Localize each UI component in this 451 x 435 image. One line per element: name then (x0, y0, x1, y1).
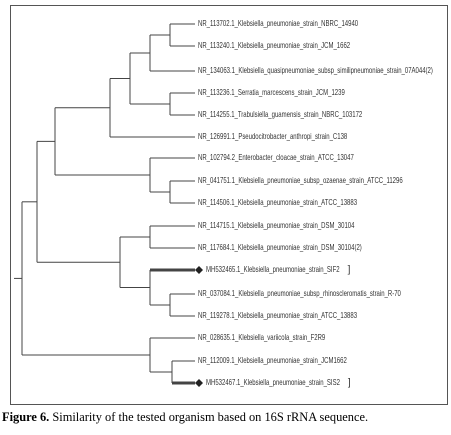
caption-label: Figure 6. (2, 410, 50, 424)
leaf-label: NR_113240.1_Klebsiella_pneumoniae_strain… (198, 42, 350, 50)
leaf-label: NR_113236.1_Serratia_marcescens_strain_J… (198, 89, 345, 97)
leaf-label: NR_102794.2_Enterobacter_cloacae_strain_… (198, 154, 354, 162)
leaf-label: NR_114715.1_Klebsiella_pneumoniae_strain… (198, 222, 355, 230)
diamond-marker (195, 266, 203, 274)
leaf-label: NR_119278.1_Klebsiella_pneumoniae_strain… (198, 312, 357, 320)
caption: Figure 6. Similarity of the tested organ… (2, 410, 451, 425)
leaf-label: NR_114506.1_Klebsiella_pneumoniae_strain… (198, 199, 357, 207)
leaf-label: NR_037084.1_Klebsiella_pneumoniae_subsp_… (198, 290, 401, 298)
leaf-label: NR_134063.1_Klebsiella_quasipneumoniae_s… (198, 67, 433, 75)
figure-border (10, 5, 448, 405)
leaf-label: NR_041751.1_Klebsiella_pneumoniae_subsp_… (198, 177, 403, 185)
leaf-label: NR_028635.1_Klebsiella_variicola_strain_… (198, 334, 325, 342)
leaf-label: MH532465.1_Klebsiella_pneumoniae_strain_… (206, 266, 340, 274)
leaf-label: NR_126991.1_Pseudocitrobacter_anthropi_s… (198, 133, 347, 141)
leaf-bracket: ] (348, 265, 351, 276)
leaf-label: NR_112009.1_Klebsiella_pneumoniae_strain… (198, 357, 347, 365)
leaf-label: MH532467.1_Klebsiella_pneumoniae_strain_… (206, 379, 340, 387)
leaf-label: NR_113702.1_Klebsiella_pneumoniae_strain… (198, 20, 358, 28)
leaf-label: NR_117684.1_Klebsiella_pneumoniae_strain… (198, 244, 362, 252)
leaf-bracket: ] (348, 378, 351, 389)
leaf-label: NR_114255.1_Trabulsiella_guamensis_strai… (198, 111, 362, 119)
caption-text: Similarity of the tested organism based … (52, 410, 369, 424)
tree-figure: NR_113702.1_Klebsiella_pneumoniae_strain… (10, 5, 448, 405)
diamond-marker (195, 379, 203, 387)
